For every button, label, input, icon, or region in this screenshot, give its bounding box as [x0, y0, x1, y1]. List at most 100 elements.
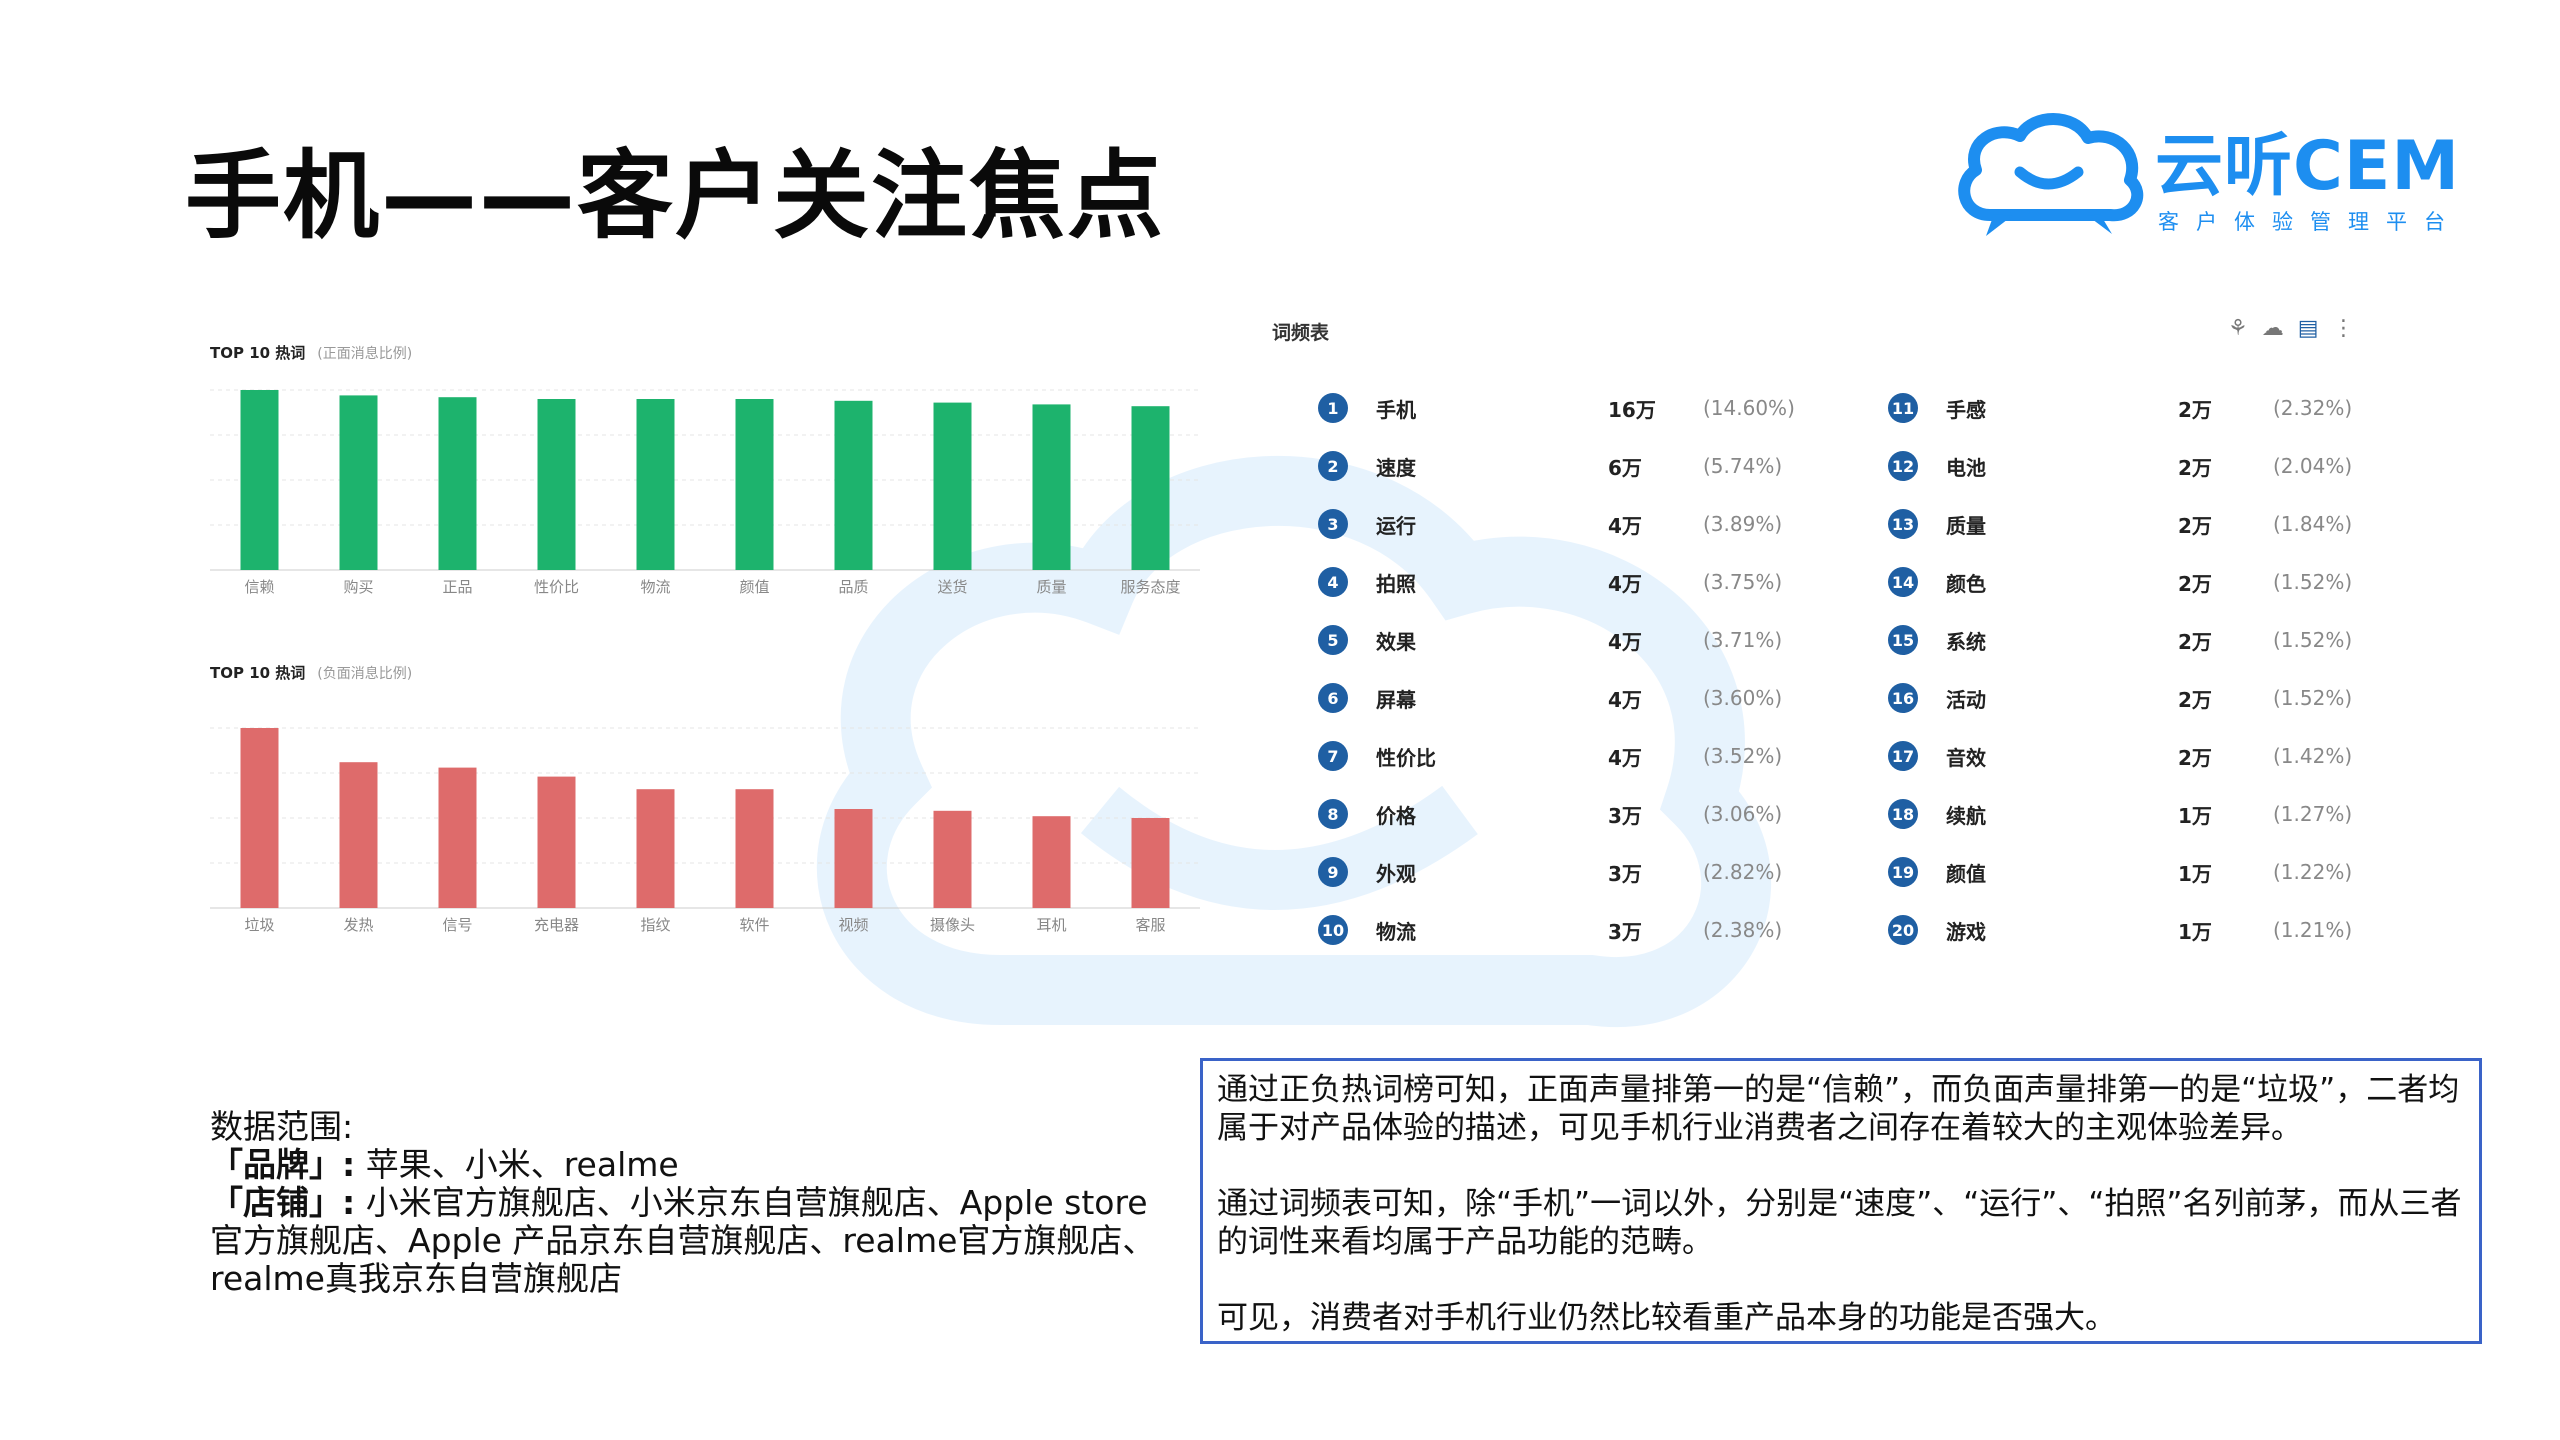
positive-bar[interactable] [1131, 406, 1170, 570]
rank-badge: 4 [1318, 567, 1348, 597]
freq-row[interactable]: 8 价格 3万 (3.06%) [1318, 794, 1838, 834]
freq-count: 4万 [1608, 745, 1642, 770]
insight-box: 通过正负热词榜可知，正面声量排第一的是“信赖”，而负面声量排第一的是“垃圾”，二… [1200, 1058, 2482, 1344]
freq-count: 3万 [1608, 803, 1642, 828]
freq-word: 价格 [1376, 803, 1416, 828]
scope-brand-line: 「品牌」: 苹果、小米、realme [210, 1146, 1170, 1184]
freq-row[interactable]: 20 游戏 1万 (1.21%) [1888, 910, 2408, 950]
freq-word: 外观 [1376, 861, 1416, 886]
freq-word: 手感 [1946, 397, 1986, 422]
cloud-icon[interactable]: ☁ [2261, 316, 2284, 341]
rank-badge: 2 [1318, 451, 1348, 481]
negative-tick-label: 充电器 [534, 916, 579, 934]
rank-badge: 5 [1318, 625, 1348, 655]
freq-word: 屏幕 [1376, 687, 1416, 712]
positive-chart-subtitle: (正面消息比例) [317, 346, 413, 362]
positive-bar[interactable] [537, 399, 576, 570]
negative-tick-label: 软件 [739, 916, 769, 934]
negative-bar[interactable] [537, 776, 576, 908]
positive-bar[interactable] [240, 390, 279, 570]
freq-percent: (14.60%) [1703, 396, 1795, 420]
freq-percent: (1.52%) [2273, 628, 2353, 652]
freq-row[interactable]: 11 手感 2万 (2.32%) [1888, 388, 2408, 428]
freq-row[interactable]: 16 活动 2万 (1.52%) [1888, 678, 2408, 718]
negative-bar[interactable] [1032, 816, 1071, 908]
freq-row[interactable]: 18 续航 1万 (1.27%) [1888, 794, 2408, 834]
freq-percent: (2.04%) [2273, 454, 2353, 478]
rank-badge: 3 [1318, 509, 1348, 539]
freq-row[interactable]: 9 外观 3万 (2.82%) [1318, 852, 1838, 892]
negative-bar[interactable] [240, 728, 279, 908]
freq-row[interactable]: 6 屏幕 4万 (3.60%) [1318, 678, 1838, 718]
more-icon[interactable]: ⋮ [2332, 316, 2355, 341]
freq-count: 2万 [2178, 455, 2212, 480]
freq-percent: (1.52%) [2273, 570, 2353, 594]
negative-chart-subtitle: (负面消息比例) [317, 666, 413, 682]
freq-row[interactable]: 7 性价比 4万 (3.52%) [1318, 736, 1838, 776]
positive-tick-label: 送货 [937, 578, 967, 596]
negative-chart-heading: TOP 10 热词 [210, 664, 306, 682]
freq-row[interactable]: 17 音效 2万 (1.42%) [1888, 736, 2408, 776]
freq-count: 3万 [1608, 861, 1642, 886]
logo-tagline: 客户体验管理平台 [2158, 210, 2462, 234]
negative-bar[interactable] [834, 809, 873, 908]
negative-bar[interactable] [933, 810, 972, 908]
negative-tick-label: 指纹 [640, 916, 670, 934]
positive-bar[interactable] [933, 402, 972, 570]
freq-row[interactable]: 13 质量 2万 (1.84%) [1888, 504, 2408, 544]
data-scope: 数据范围: 「品牌」: 苹果、小米、realme 「店铺」: 小米官方旗舰店、小… [210, 1108, 1170, 1298]
positive-bar[interactable] [735, 399, 774, 570]
freq-row[interactable]: 4 拍照 4万 (3.75%) [1318, 562, 1838, 602]
freq-percent: (1.84%) [2273, 512, 2353, 536]
negative-bar[interactable] [438, 767, 477, 908]
rank-badge: 8 [1318, 799, 1348, 829]
freq-count: 2万 [2178, 687, 2212, 712]
freq-word: 质量 [1946, 513, 1986, 538]
negative-tick-label: 客服 [1135, 916, 1165, 934]
positive-tick-label: 信赖 [244, 578, 274, 596]
negative-tick-label: 信号 [442, 916, 472, 934]
positive-bar[interactable] [339, 395, 378, 570]
freq-count: 2万 [2178, 745, 2212, 770]
freq-percent: (2.82%) [1703, 860, 1783, 884]
rank-badge: 10 [1318, 915, 1348, 945]
positive-bar[interactable] [438, 397, 477, 570]
freq-word: 物流 [1376, 919, 1416, 944]
scope-store-label: 「店铺」: [210, 1183, 356, 1222]
positive-bar[interactable] [1032, 404, 1071, 570]
positive-bar[interactable] [636, 399, 675, 570]
table-icon[interactable]: ▤ [2297, 316, 2319, 341]
freq-word: 手机 [1376, 397, 1416, 422]
freq-row[interactable]: 5 效果 4万 (3.71%) [1318, 620, 1838, 660]
freq-row[interactable]: 1 手机 16万 (14.60%) [1318, 388, 1838, 428]
rank-badge: 17 [1888, 741, 1918, 771]
freq-row[interactable]: 12 电池 2万 (2.04%) [1888, 446, 2408, 486]
freq-percent: (3.75%) [1703, 570, 1783, 594]
freq-word: 续航 [1946, 803, 1986, 828]
freq-word: 拍照 [1376, 571, 1416, 596]
positive-tick-label: 购买 [343, 578, 373, 596]
freq-row[interactable]: 10 物流 3万 (2.38%) [1318, 910, 1838, 950]
cluster-icon[interactable]: ⚘ [2228, 316, 2248, 341]
negative-bar[interactable] [339, 762, 378, 908]
freq-row[interactable]: 3 运行 4万 (3.89%) [1318, 504, 1838, 544]
rank-badge: 9 [1318, 857, 1348, 887]
freq-word: 性价比 [1376, 745, 1436, 770]
freq-count: 1万 [2178, 919, 2212, 944]
negative-bar[interactable] [636, 789, 675, 908]
freq-percent: (3.52%) [1703, 744, 1783, 768]
rank-badge: 11 [1888, 393, 1918, 423]
brand-logo: 云听CEM 客户体验管理平台 [1950, 110, 2490, 240]
freq-percent: (3.89%) [1703, 512, 1783, 536]
insight-paragraph-3: 可见，消费者对手机行业仍然比较看重产品本身的功能是否强大。 [1217, 1300, 2116, 1336]
negative-bar[interactable] [1131, 818, 1170, 908]
freq-row[interactable]: 2 速度 6万 (5.74%) [1318, 446, 1838, 486]
freq-row[interactable]: 14 颜色 2万 (1.52%) [1888, 562, 2408, 602]
freq-row[interactable]: 19 颜值 1万 (1.22%) [1888, 852, 2408, 892]
positive-bar[interactable] [834, 400, 873, 570]
freq-row[interactable]: 15 系统 2万 (1.52%) [1888, 620, 2408, 660]
negative-bar[interactable] [735, 789, 774, 908]
positive-hotword-chart: 信赖 购买 正品 性价比 物流 颜值 品质 送货 质量 服务态度 [210, 389, 1200, 596]
scope-store-line: 「店铺」: 小米官方旗舰店、小米京东自营旗舰店、Apple store官方旗舰店… [210, 1184, 1170, 1298]
freq-word: 运行 [1376, 513, 1416, 538]
